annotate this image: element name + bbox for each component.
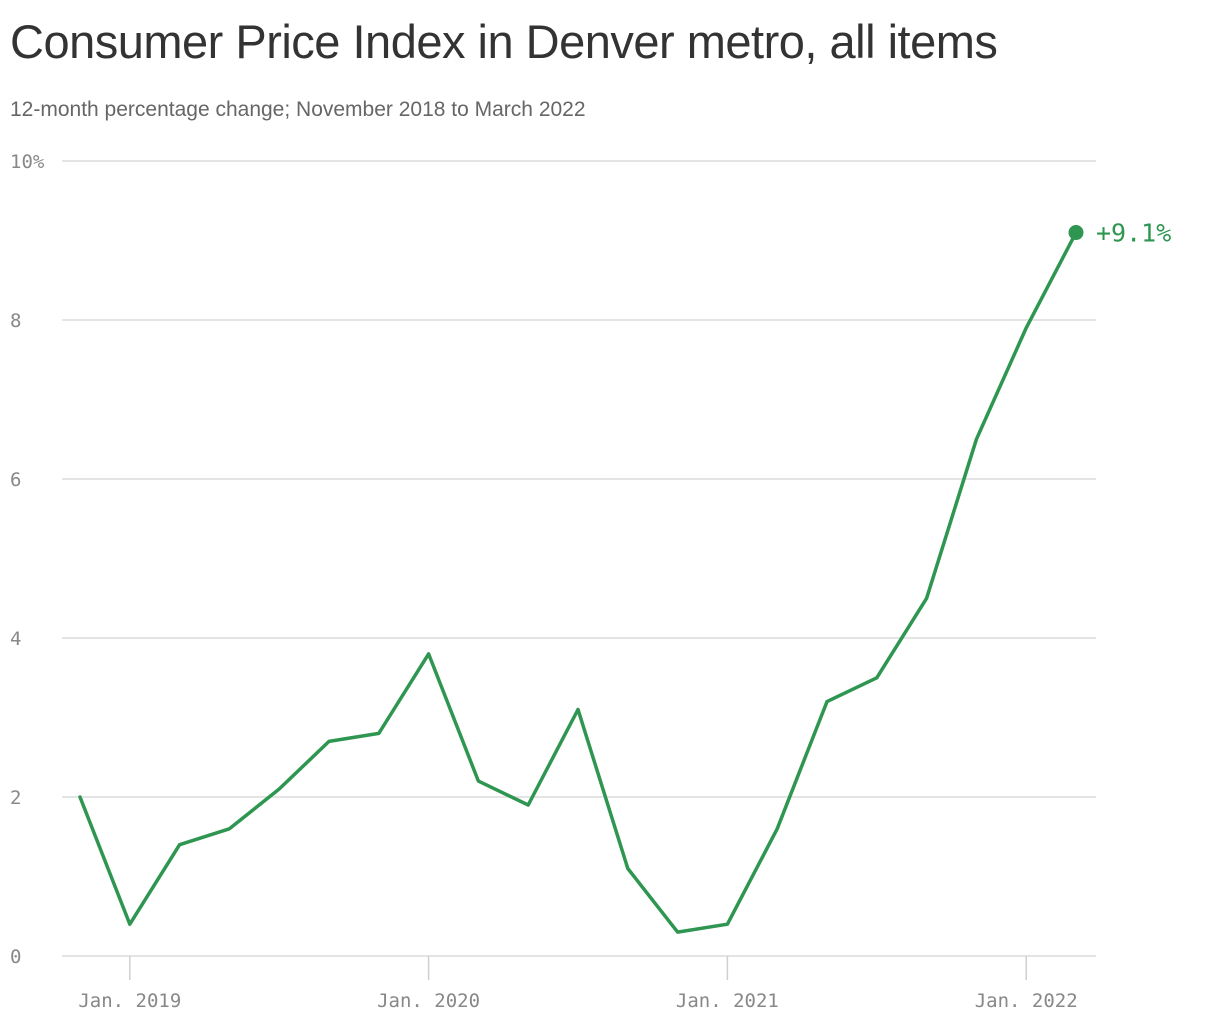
y-tick-label: 8 bbox=[10, 310, 21, 332]
chart-title: Consumer Price Index in Denver metro, al… bbox=[10, 15, 998, 68]
y-tick-label: 10% bbox=[10, 151, 45, 173]
x-tick-label: Jan. 2020 bbox=[377, 990, 480, 1012]
y-tick-label: 4 bbox=[10, 628, 21, 650]
end-point-marker bbox=[1068, 225, 1084, 241]
y-tick-label: 0 bbox=[10, 946, 21, 968]
x-tick-label: Jan. 2022 bbox=[975, 990, 1078, 1012]
x-tick-label: Jan. 2019 bbox=[78, 990, 181, 1012]
y-tick-label: 6 bbox=[10, 469, 21, 491]
x-tick-label: Jan. 2021 bbox=[676, 990, 779, 1012]
end-value-label: +9.1% bbox=[1096, 219, 1171, 248]
chart-subtitle: 12-month percentage change; November 201… bbox=[10, 98, 586, 121]
series-line bbox=[78, 230, 1078, 934]
y-tick-label: 2 bbox=[10, 787, 21, 809]
